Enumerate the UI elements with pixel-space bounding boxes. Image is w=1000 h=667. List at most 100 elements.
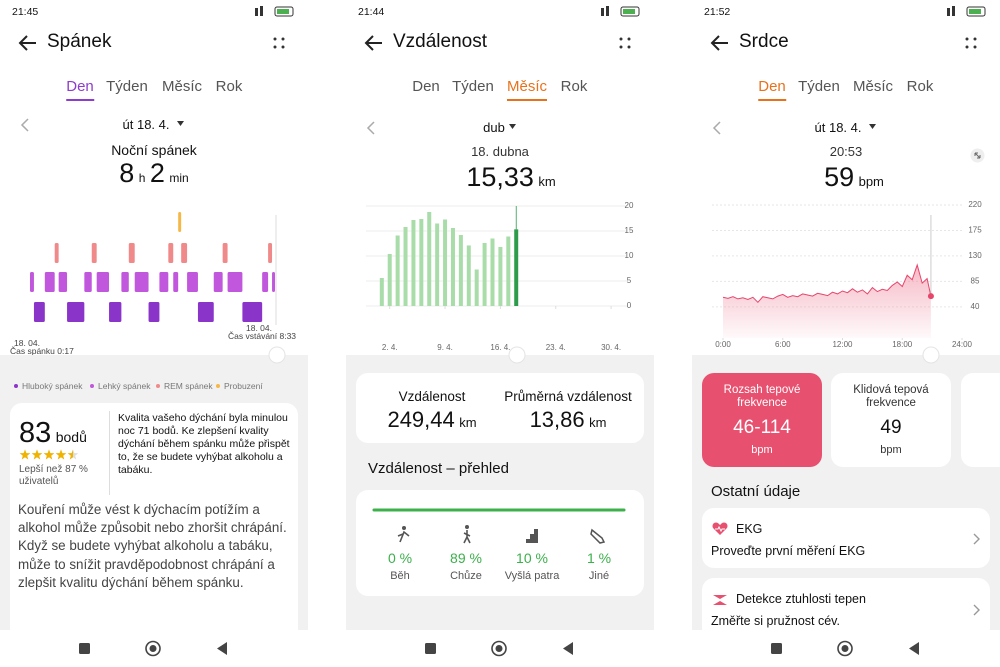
- average-label: Průměrná vzdálenost: [504, 389, 632, 404]
- area: [723, 265, 931, 338]
- overview-card: 0 % Běh 89 % Chůze 10 % Vyšlá patra 1 % Jiné: [356, 490, 644, 596]
- sleep-segment: [84, 272, 92, 292]
- value: 13,86: [529, 407, 585, 432]
- tab[interactable]: Měsíc: [852, 78, 894, 95]
- activity-icons: [372, 508, 626, 544]
- activity-value: 89 %: [450, 550, 482, 566]
- more-button[interactable]: [964, 36, 978, 50]
- prev-button[interactable]: [366, 121, 376, 135]
- status-icons: [601, 6, 640, 17]
- prev-button[interactable]: [712, 121, 722, 135]
- handle[interactable]: [508, 346, 526, 364]
- score: 83 bodů: [19, 417, 87, 450]
- legend-item: Probuzení: [216, 381, 288, 391]
- tab[interactable]: Den: [66, 78, 94, 101]
- resting-card[interactable]: Klidová tepová frekvence 49 bpm: [831, 373, 951, 467]
- handle[interactable]: [922, 346, 940, 364]
- legend-label: Probuzení: [224, 381, 263, 391]
- item-subtitle: Proveďte první měření EKG: [711, 544, 866, 558]
- unit: km: [459, 415, 477, 430]
- sleep-segment: [187, 272, 198, 292]
- dropdown-icon[interactable]: [177, 121, 185, 127]
- nav-buttons[interactable]: [0, 630, 308, 667]
- artery-item[interactable]: Detekce ztuhlosti tepen Změřte si pružno…: [702, 578, 990, 640]
- selected-value: 59 bpm: [824, 162, 884, 193]
- minutes-unit: min: [169, 171, 189, 185]
- bar: [458, 235, 463, 306]
- start-date: 18. 04.: [14, 338, 40, 348]
- nav-buttons[interactable]: [692, 630, 1000, 667]
- selected-time: 20:53: [829, 144, 863, 159]
- tab[interactable]: Týden: [452, 78, 494, 95]
- activity-name: Běh: [390, 570, 410, 582]
- legend-item: Hluboký spánek: [14, 381, 86, 391]
- legend-label: REM spánek: [164, 381, 213, 391]
- range-card[interactable]: Rozsah tepové frekvence 46-114 bpm: [702, 373, 822, 467]
- heart-screen: 21:52 Srdce Den Týden Měsíc Rok út 18. 4…: [692, 0, 1000, 667]
- summary-label: Noční spánek: [111, 142, 197, 158]
- sleep-segment: [272, 272, 275, 292]
- minutes: 2: [149, 158, 165, 188]
- dropdown-icon[interactable]: [869, 124, 877, 130]
- x-tick-label: 2. 4.: [382, 343, 398, 352]
- more-button[interactable]: [272, 36, 286, 50]
- activity-name: Vyšlá patra: [504, 570, 560, 582]
- selected-value: 15,33 km: [466, 162, 555, 193]
- y-tick-label: 85: [971, 277, 980, 286]
- status-icons: [255, 6, 294, 17]
- screen-title: Srdce: [739, 31, 789, 52]
- tab[interactable]: Den: [412, 78, 440, 95]
- tab[interactable]: Den: [758, 78, 786, 101]
- tab[interactable]: Rok: [560, 78, 588, 95]
- tab[interactable]: Rok: [906, 78, 934, 95]
- unit: km: [589, 415, 607, 430]
- item-title: Detekce ztuhlosti tepen: [736, 592, 866, 606]
- card-title: Klidová tepová frekvence: [853, 384, 929, 409]
- dropdown-icon[interactable]: [509, 124, 517, 130]
- sleep-segment: [159, 272, 169, 292]
- prev-button[interactable]: [20, 118, 30, 132]
- sleep-segment: [30, 272, 34, 292]
- back-button[interactable]: [710, 34, 730, 52]
- line: [722, 263, 932, 304]
- back-button[interactable]: [18, 34, 38, 52]
- hours: 8: [119, 158, 135, 188]
- bar: [411, 220, 416, 306]
- item-title: EKG: [736, 522, 763, 536]
- tab[interactable]: Měsíc: [161, 78, 203, 95]
- ekg-item[interactable]: EKG Proveďte první měření EKG: [702, 508, 990, 568]
- expand-button[interactable]: [970, 148, 985, 163]
- nav-bar: [346, 630, 654, 667]
- bar: [435, 223, 440, 306]
- activity-value: 10 %: [516, 550, 548, 566]
- back-button[interactable]: [364, 34, 384, 52]
- point: [927, 293, 934, 300]
- sleep-segment: [213, 272, 223, 292]
- start-label: Čas spánku 0:17: [10, 346, 74, 356]
- handle[interactable]: [268, 346, 286, 364]
- y-tick-label: 220: [968, 200, 982, 209]
- bar: [506, 236, 511, 306]
- tab[interactable]: Rok: [215, 78, 243, 95]
- tab[interactable]: Týden: [798, 78, 840, 95]
- card-title: Rozsah tepové frekvence: [723, 384, 801, 409]
- bar: [482, 243, 487, 306]
- x-tick-label: 30. 4.: [601, 343, 621, 352]
- end-label: Čas vstávání 8:33: [228, 331, 297, 341]
- bar: [387, 254, 392, 306]
- y-tick-label: 130: [968, 251, 982, 260]
- activity-name: Chůze: [450, 570, 482, 582]
- sleep-chart: [30, 212, 277, 325]
- screen-title: Spánek: [47, 31, 112, 52]
- sleep-segment: [67, 302, 85, 322]
- legend-item: Lehký spánek: [90, 381, 162, 391]
- tab[interactable]: Měsíc: [506, 78, 548, 101]
- status-time: 21:44: [358, 6, 385, 18]
- next-card[interactable]: [961, 373, 1000, 467]
- tab[interactable]: Týden: [106, 78, 148, 95]
- nav-buttons[interactable]: [346, 630, 654, 667]
- sleep-segment: [33, 302, 45, 322]
- sleep-segment: [134, 272, 149, 292]
- sleep-segment: [197, 302, 214, 322]
- more-button[interactable]: [618, 36, 632, 50]
